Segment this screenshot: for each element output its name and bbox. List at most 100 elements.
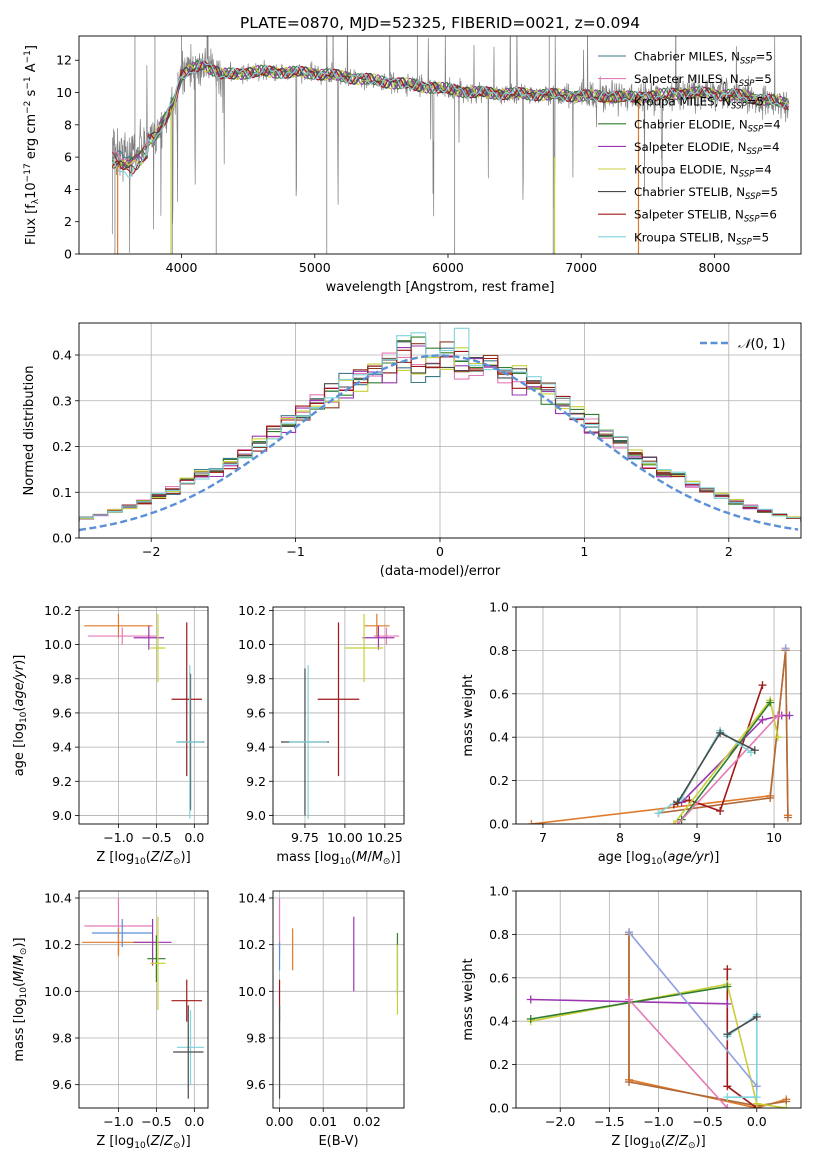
weight-marker xyxy=(766,698,775,707)
weight-marker xyxy=(526,995,535,1004)
y-tick-label: 1.0 xyxy=(489,884,509,899)
weight-series xyxy=(625,928,761,1091)
error-bar-point xyxy=(364,613,390,638)
x-tick-label: −1.0 xyxy=(103,830,133,845)
x-tick-label: 0.0 xyxy=(184,830,204,845)
y-tick-label: 4 xyxy=(64,182,72,197)
spectrum-frame xyxy=(78,35,802,255)
x-tick-label: 9 xyxy=(693,830,701,845)
y-tick-label: 10.2 xyxy=(238,603,266,618)
weight-marker xyxy=(716,806,725,815)
y-tick-label: 10 xyxy=(56,85,72,100)
x-tick-label: 5000 xyxy=(299,260,331,275)
weight-series xyxy=(625,995,732,1108)
y-tick-label: 0.4 xyxy=(489,1014,509,1029)
mass_vs_ebv-xlabel: E(B-V) xyxy=(318,1134,358,1149)
ticks-weight_vs_Z: −2.0 −1.5 −1.0 −0.5 0.0 0.0 0.2 0.4 0.6 0.8 1.0 xyxy=(489,884,767,1130)
legend-residuals: 𝒩(0, 1) xyxy=(700,337,785,352)
error-bar-point xyxy=(173,1005,204,1099)
y-tick-label: 10.0 xyxy=(44,637,72,652)
gridlines-mass_vs_Z xyxy=(79,891,208,1108)
model-fit-line xyxy=(112,58,789,179)
weight-marker xyxy=(781,644,790,653)
residuals-xlabel: (data-model)/error xyxy=(380,564,501,579)
age_vs_mass-xlabel: mass [log10(M/M⊙)] xyxy=(276,850,400,867)
x-tick-label: −1.5 xyxy=(594,1114,624,1129)
weight-series xyxy=(673,711,782,824)
y-tick-label: 0.1 xyxy=(52,485,72,500)
weight-marker xyxy=(783,813,792,822)
y-tick-label: 8 xyxy=(64,117,72,132)
weight-line xyxy=(658,650,789,818)
legend-label: Salpeter MILES, NSSP=5 xyxy=(634,72,772,89)
x-tick-label: 10.00 xyxy=(327,830,363,845)
ticks-residuals: −2 −1 0 1 2 0.0 0.1 0.2 0.3 0.4 xyxy=(52,348,733,559)
x-tick-label: 2 xyxy=(725,544,733,559)
y-tick-label: 9.6 xyxy=(52,1077,72,1092)
residuals-frame xyxy=(78,322,802,539)
error-bar-point xyxy=(150,916,166,1010)
y-tick-label: 10.2 xyxy=(238,937,266,952)
weight-marker xyxy=(673,798,682,807)
weight-marker xyxy=(752,1012,761,1021)
error-bar-point xyxy=(344,613,384,683)
weight-marker xyxy=(723,965,732,974)
y-tick-label: 9.8 xyxy=(246,671,266,686)
weight-marker xyxy=(782,1104,791,1108)
spectrum-xlabel: wavelength [Angstrom, rest frame] xyxy=(326,280,555,295)
error-bar-point xyxy=(133,919,172,966)
weight-marker xyxy=(723,1082,732,1091)
mass_vs_ebv-frame xyxy=(272,890,405,1109)
legend-label: Kroupa STELIB, NSSP=5 xyxy=(634,230,769,247)
y-tick-label: 10.2 xyxy=(44,937,72,952)
spectrum-ylabel: Flux [fλ10−17 erg cm−2 s−1 A−1] xyxy=(23,45,41,245)
weight-line xyxy=(628,998,728,1108)
y-tick-label: 9.6 xyxy=(52,705,72,720)
weight-line xyxy=(628,934,787,1107)
weight_vs_age-xlabel: age [log10(age/yr)] xyxy=(598,850,720,867)
y-tick-label: 6 xyxy=(64,150,72,165)
y-tick-label: 0.2 xyxy=(489,773,509,788)
weight-marker xyxy=(723,982,732,991)
y-tick-label: 0.0 xyxy=(52,531,72,546)
x-tick-label: 0.02 xyxy=(353,1114,381,1129)
x-tick-label: 0 xyxy=(436,544,444,559)
weight-marker xyxy=(758,681,767,690)
y-tick-label: 10.4 xyxy=(238,891,266,906)
error-bar-point xyxy=(176,665,204,819)
mass_vs_Z-ylabel: mass [log10(M/M⊙)] xyxy=(12,937,29,1061)
y-tick-label: 0.3 xyxy=(52,393,72,408)
legend-label: Chabrier STELIB, NSSP=5 xyxy=(634,185,778,202)
weight_vs_Z-frame xyxy=(515,890,802,1109)
weight-marker xyxy=(625,995,634,1004)
weight-marker xyxy=(526,1015,535,1024)
y-tick-label: 0.6 xyxy=(489,686,509,701)
error-bar-point xyxy=(147,935,166,982)
y-tick-label: 9.8 xyxy=(52,671,72,686)
x-tick-label: −1 xyxy=(286,544,304,559)
weight-marker xyxy=(773,733,782,742)
legend-label: Salpeter STELIB, NSSP=6 xyxy=(634,208,777,225)
x-tick-label: 4000 xyxy=(166,260,198,275)
y-tick-label: 10.0 xyxy=(238,984,266,999)
x-tick-label: 0.01 xyxy=(309,1114,337,1129)
legend-label: Salpeter ELODIE, NSSP=4 xyxy=(634,140,779,157)
weight-line xyxy=(680,702,771,821)
y-tick-label: 0.4 xyxy=(52,348,72,363)
y-tick-label: 9.6 xyxy=(246,1077,266,1092)
x-tick-label: −0.5 xyxy=(692,1114,722,1129)
y-tick-label: 9.2 xyxy=(52,774,72,789)
y-tick-label: 0.6 xyxy=(489,970,509,985)
error-bar-point xyxy=(171,979,202,1022)
ticks-weight_vs_age: 7 8 9 10 0.0 0.2 0.4 0.6 0.8 1.0 xyxy=(489,600,782,846)
model-fit-line xyxy=(111,60,789,175)
weight-marker xyxy=(752,1082,761,1091)
y-tick-label: 2 xyxy=(64,214,72,229)
x-tick-label: 8 xyxy=(616,830,624,845)
x-tick-label: −1.0 xyxy=(103,1114,133,1129)
weight-marker xyxy=(723,999,732,1008)
y-tick-label: 10.4 xyxy=(44,891,72,906)
weight-line xyxy=(628,931,758,1087)
age_vs_mass-frame xyxy=(272,606,405,825)
